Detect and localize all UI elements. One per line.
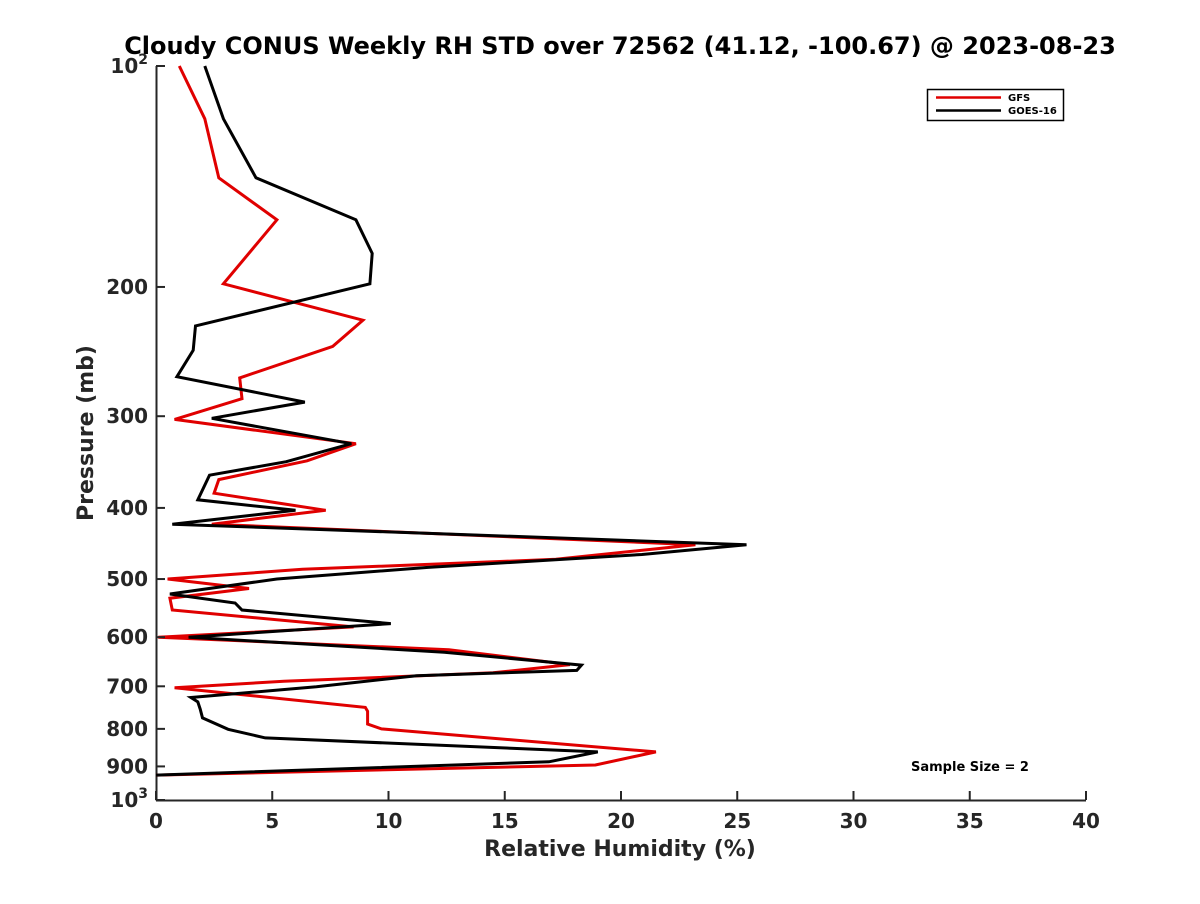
legend-box: [926, 88, 1065, 122]
x-axis-label: Relative Humidity (%): [484, 837, 756, 862]
y-ticks: 102 200 300 400 500 600 700 800 900 103: [106, 52, 165, 812]
y-tick-label: 102: [110, 52, 148, 78]
series-layer: [155, 65, 747, 777]
legend: GFS GOES-16: [926, 88, 1065, 122]
y-tick-label: 103: [110, 786, 148, 812]
x-tick-label: 20: [607, 809, 635, 833]
y-tick-label: 200: [106, 275, 148, 299]
y-tick-label: 800: [106, 717, 148, 741]
y-tick-label: 700: [106, 674, 148, 698]
y-tick-label: 400: [106, 496, 148, 520]
x-tick-label: 25: [723, 809, 751, 833]
x-tick-label: 10: [375, 809, 403, 833]
x-ticks: 0 5 10 15 20 25 30 35 40: [149, 791, 1100, 833]
x-tick-label: 0: [149, 809, 163, 833]
chart-title: Cloudy CONUS Weekly RH STD over 72562 (4…: [124, 32, 1116, 60]
series-line-gfs: [155, 65, 696, 777]
legend-label-goes16: GOES-16: [1008, 106, 1057, 117]
sample-size-annotation: Sample Size = 2: [911, 760, 1029, 775]
plot-area: 0 5 10 15 20 25 30 35 40 102 200 300 400 500 600 700 80…: [106, 52, 1100, 833]
x-tick-label: 30: [840, 809, 868, 833]
legend-label-gfs: GFS: [1008, 93, 1030, 104]
y-tick-label: 300: [106, 404, 148, 428]
x-tick-label: 40: [1072, 809, 1100, 833]
y-tick-label: 600: [106, 625, 148, 649]
y-tick-label: 900: [106, 754, 148, 778]
y-axis-label: Pressure (mb): [74, 345, 99, 521]
y-tick-label: 500: [106, 567, 148, 591]
x-tick-label: 15: [491, 809, 519, 833]
x-tick-label: 35: [956, 809, 984, 833]
series-line-goes16: [155, 65, 747, 777]
x-tick-label: 5: [265, 809, 279, 833]
